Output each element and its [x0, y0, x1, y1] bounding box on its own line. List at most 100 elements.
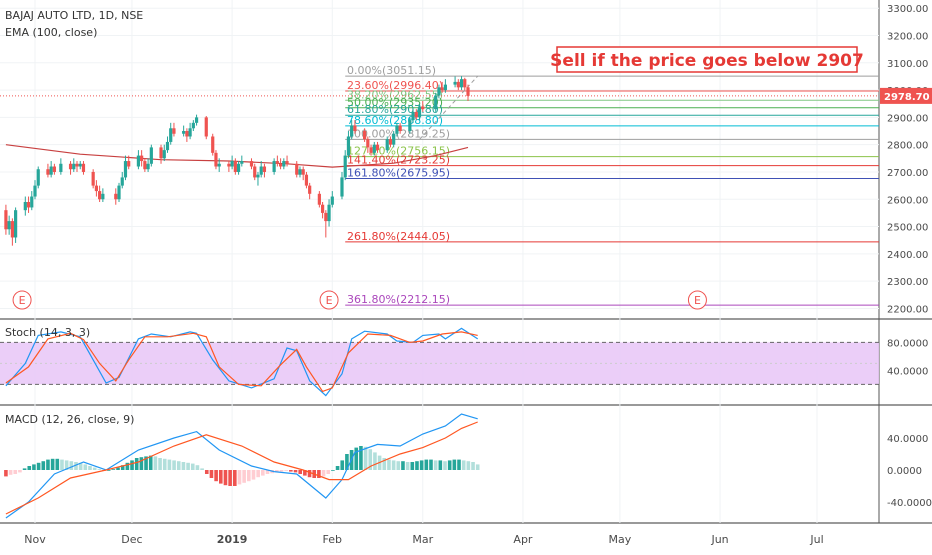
candle-body[interactable] [320, 204, 325, 213]
candle-body[interactable] [165, 141, 170, 151]
candle-body[interactable] [233, 161, 237, 172]
candle-body[interactable] [466, 87, 470, 96]
candle-body[interactable] [249, 161, 254, 167]
candle-body[interactable] [140, 155, 144, 162]
candle-body[interactable] [172, 128, 176, 134]
candle-body[interactable] [408, 120, 412, 132]
candle-body[interactable] [91, 171, 95, 186]
candle-body[interactable] [327, 204, 331, 222]
earnings-marker-circle[interactable] [319, 290, 339, 310]
candle-body[interactable] [117, 185, 121, 200]
candle-body[interactable] [324, 212, 328, 222]
candle-body[interactable] [385, 139, 389, 151]
candle-body[interactable] [188, 128, 192, 137]
candle-body[interactable] [421, 106, 425, 110]
candle-body[interactable] [146, 163, 150, 170]
candle-body[interactable] [214, 152, 218, 167]
earnings-marker-circle[interactable] [12, 290, 32, 310]
candle-body[interactable] [262, 166, 267, 172]
candle-body[interactable] [52, 166, 56, 172]
candle-body[interactable] [98, 191, 102, 200]
candle-body[interactable] [395, 125, 399, 134]
candle-body[interactable] [440, 87, 444, 91]
candle-body[interactable] [33, 185, 37, 197]
time-axis[interactable]: Nov Dec 2019 Feb Mar Apr May Jun Jul [24, 533, 823, 546]
candle-body[interactable] [36, 169, 40, 186]
candle-body[interactable] [372, 144, 376, 153]
candle-body[interactable] [185, 131, 189, 137]
candle-body[interactable] [120, 177, 124, 186]
candle-body[interactable] [398, 125, 402, 132]
candle-body[interactable] [278, 163, 283, 167]
candle-body[interactable] [456, 81, 460, 88]
candle-body[interactable] [72, 163, 76, 170]
candle-body[interactable] [10, 221, 14, 238]
candle-body[interactable] [275, 161, 279, 164]
candle-body[interactable] [81, 163, 86, 172]
candle-body[interactable] [298, 169, 302, 175]
candle-body[interactable] [149, 147, 153, 164]
candle-body[interactable] [375, 144, 380, 151]
candle-body[interactable] [353, 125, 357, 132]
candle-body[interactable] [14, 210, 18, 238]
price-axis[interactable]: 3300.003200.003100.003000.002900.002800.… [880, 4, 932, 509]
candles[interactable] [4, 76, 470, 246]
candle-body[interactable] [127, 161, 131, 167]
candle-body[interactable] [7, 221, 11, 230]
candle-body[interactable] [463, 79, 467, 88]
candle-body[interactable] [182, 131, 186, 134]
candle-body[interactable] [169, 128, 173, 142]
candle-body[interactable] [59, 163, 63, 172]
candle-body[interactable] [194, 117, 199, 123]
candle-body[interactable] [295, 163, 299, 175]
candle-body[interactable] [259, 166, 263, 175]
candle-body[interactable] [317, 193, 321, 205]
candle-body[interactable] [101, 193, 105, 200]
candle-body[interactable] [417, 106, 422, 118]
candle-body[interactable] [49, 166, 53, 175]
candle-body[interactable] [123, 161, 128, 178]
candle-body[interactable] [227, 163, 231, 167]
candle-body[interactable] [217, 163, 221, 167]
candle-body[interactable] [453, 81, 457, 85]
candle-body[interactable] [159, 147, 163, 159]
candle-body[interactable] [136, 155, 141, 167]
candle-body[interactable] [204, 117, 208, 137]
candle-body[interactable] [26, 201, 31, 208]
candle-body[interactable] [388, 139, 393, 145]
candle-body[interactable] [363, 131, 367, 140]
candle-body[interactable] [285, 161, 289, 164]
candle-body[interactable] [459, 79, 464, 88]
candle-body[interactable] [308, 185, 312, 194]
candle-body[interactable] [253, 166, 257, 178]
candle-body[interactable] [411, 111, 415, 121]
candle-body[interactable] [366, 139, 370, 148]
candle-body[interactable] [78, 163, 82, 167]
candle-body[interactable] [211, 136, 215, 153]
candle-body[interactable] [162, 150, 166, 159]
candle-body[interactable] [236, 163, 241, 172]
candle-body[interactable] [68, 163, 73, 170]
candle-body[interactable] [256, 174, 260, 178]
candle-body[interactable] [75, 163, 79, 167]
candle-body[interactable] [240, 161, 244, 164]
candle-body[interactable] [4, 210, 8, 230]
candle-body[interactable] [434, 95, 438, 110]
candle-body[interactable] [414, 111, 418, 118]
candle-body[interactable] [272, 161, 276, 172]
candle-body[interactable] [437, 87, 441, 96]
candle-body[interactable] [191, 122, 195, 129]
candle-body[interactable] [392, 133, 396, 145]
candle-body[interactable] [350, 125, 354, 137]
candle-body[interactable] [30, 196, 34, 208]
candle-body[interactable] [23, 201, 27, 211]
candle-body[interactable] [369, 147, 373, 153]
candle-body[interactable] [304, 174, 309, 186]
candle-body[interactable] [94, 185, 98, 192]
candle-body[interactable] [282, 161, 286, 167]
candle-body[interactable] [443, 84, 447, 91]
sell-annotation[interactable]: Sell if the price goes below 2907 [550, 46, 864, 73]
earnings-marker-circle[interactable] [687, 290, 707, 310]
candle-body[interactable] [46, 169, 50, 175]
